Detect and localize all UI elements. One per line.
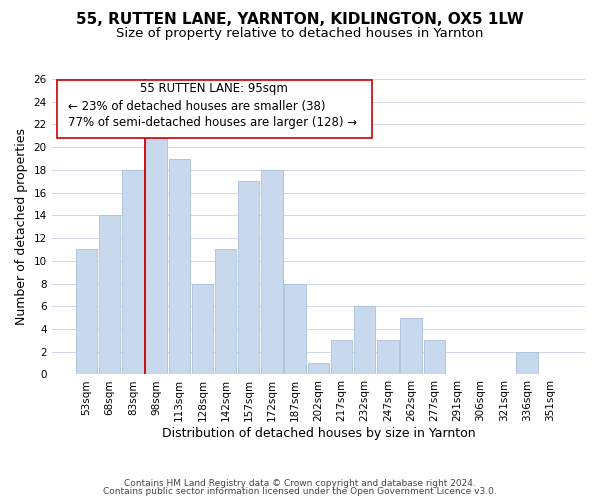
Text: ← 23% of detached houses are smaller (38): ← 23% of detached houses are smaller (38…	[68, 100, 325, 112]
Bar	[192, 284, 213, 374]
Bar	[238, 182, 259, 374]
Bar	[76, 250, 97, 374]
Bar	[424, 340, 445, 374]
Bar	[215, 250, 236, 374]
Text: 77% of semi-detached houses are larger (128) →: 77% of semi-detached houses are larger (…	[68, 116, 357, 129]
Bar	[122, 170, 143, 374]
Bar	[308, 363, 329, 374]
Bar	[99, 216, 121, 374]
Bar	[400, 318, 422, 374]
Y-axis label: Number of detached properties: Number of detached properties	[15, 128, 28, 325]
Bar	[331, 340, 352, 374]
Text: Contains HM Land Registry data © Crown copyright and database right 2024.: Contains HM Land Registry data © Crown c…	[124, 478, 476, 488]
Bar	[516, 352, 538, 374]
Bar	[354, 306, 376, 374]
Bar	[377, 340, 398, 374]
Text: Size of property relative to detached houses in Yarnton: Size of property relative to detached ho…	[116, 28, 484, 40]
Bar	[284, 284, 306, 374]
Bar	[145, 136, 167, 374]
Text: 55, RUTTEN LANE, YARNTON, KIDLINGTON, OX5 1LW: 55, RUTTEN LANE, YARNTON, KIDLINGTON, OX…	[76, 12, 524, 28]
X-axis label: Distribution of detached houses by size in Yarnton: Distribution of detached houses by size …	[161, 427, 475, 440]
Text: 55 RUTTEN LANE: 95sqm: 55 RUTTEN LANE: 95sqm	[140, 82, 288, 95]
FancyBboxPatch shape	[57, 80, 371, 138]
Bar	[262, 170, 283, 374]
Bar	[169, 158, 190, 374]
Text: Contains public sector information licensed under the Open Government Licence v3: Contains public sector information licen…	[103, 487, 497, 496]
